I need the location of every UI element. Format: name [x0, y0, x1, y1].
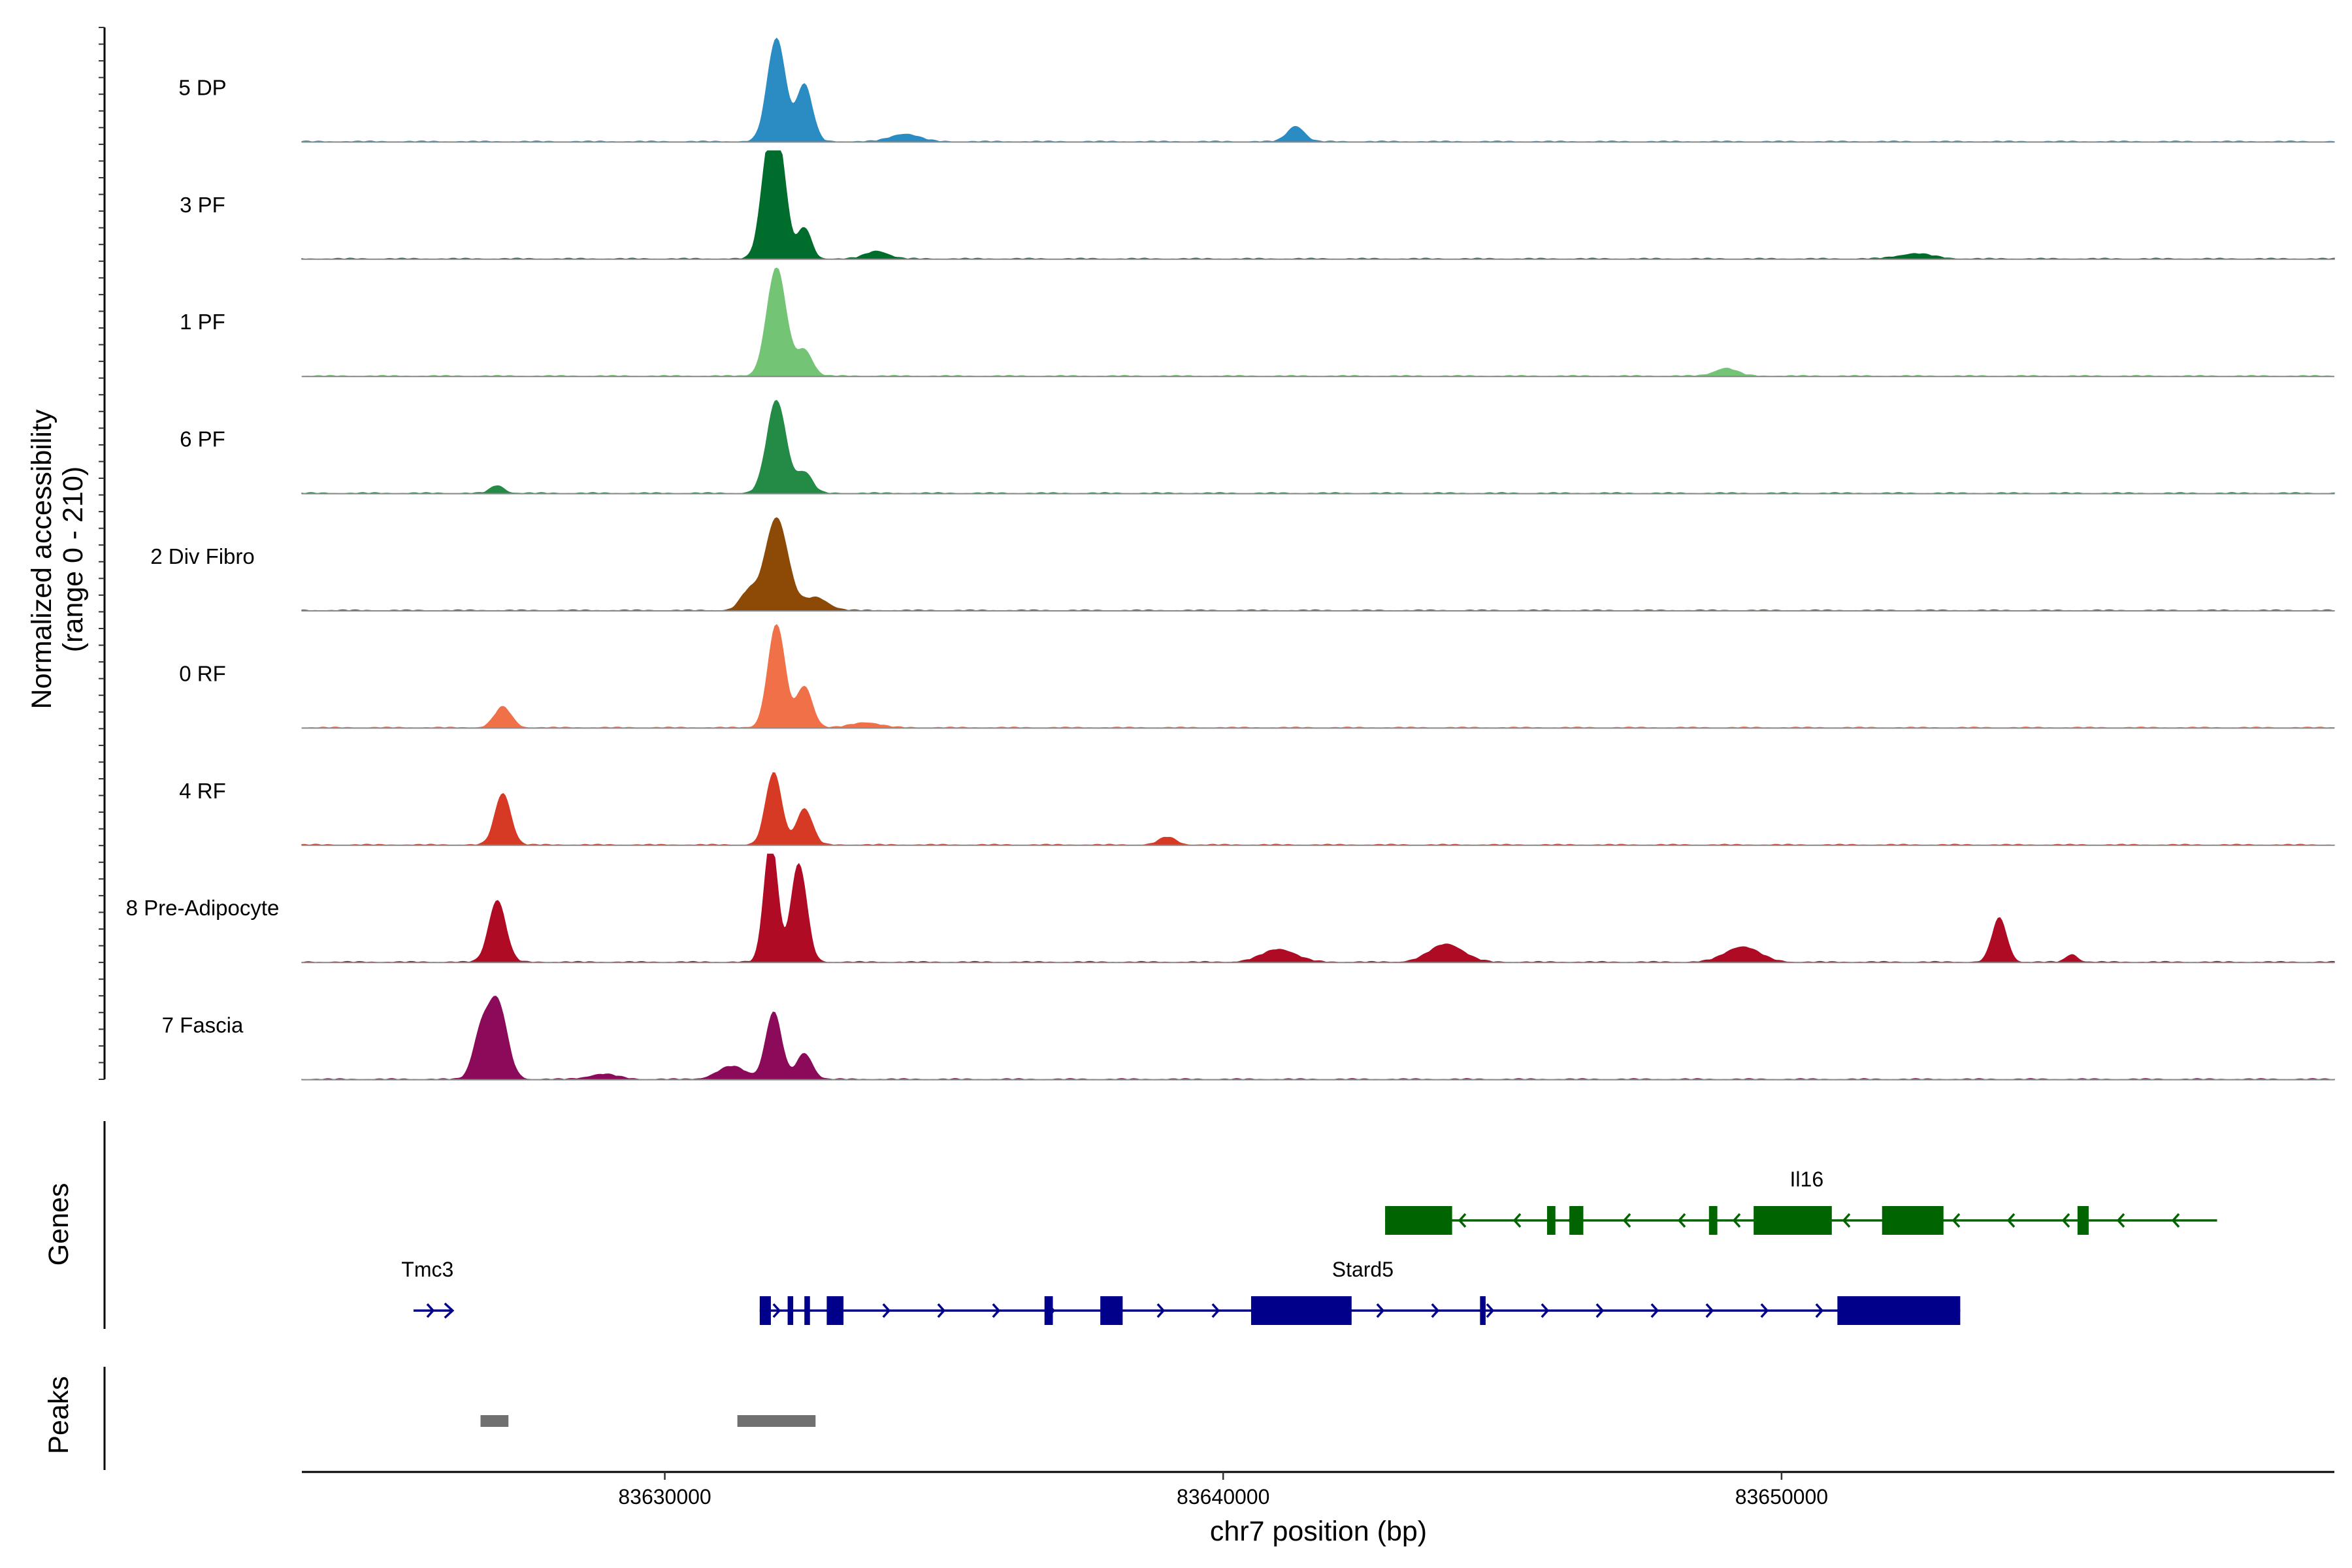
- track-3-pf: 3 PF: [180, 150, 2335, 260]
- track-label: 5 DP: [178, 75, 226, 99]
- track-label: 8 Pre-Adipocyte: [126, 896, 280, 920]
- strand-arrow: [444, 1302, 455, 1319]
- y-axis: [99, 27, 106, 1080]
- strand-arrow: [1622, 1213, 1631, 1228]
- gene-il16: Il16: [1385, 1168, 2217, 1235]
- gene-exon: [2077, 1206, 2089, 1235]
- gene-exon: [1882, 1206, 1944, 1235]
- coverage-area: [301, 517, 2335, 612]
- gene-exon: [1708, 1206, 1718, 1235]
- track-7-fascia: 7 Fascia: [162, 996, 2335, 1081]
- peaks-panel-label: Peaks: [43, 1376, 74, 1454]
- gene-exon: [1100, 1296, 1123, 1325]
- gene-exon: [1250, 1296, 1352, 1325]
- coverage-tracks: 5 DP 3 PF 1 PF 6 PF 2 Div Fibro 0 RF 4 RF 8 Pre…: [126, 37, 2335, 1081]
- strand-arrow: [1732, 1213, 1741, 1228]
- track-0-rf: 0 RF: [179, 624, 2335, 729]
- gene-exon: [1385, 1206, 1452, 1235]
- strand-arrow: [1595, 1303, 1605, 1318]
- track-label: 7 Fascia: [162, 1013, 244, 1037]
- strand-arrow: [1512, 1213, 1522, 1228]
- strand-arrow: [2171, 1213, 2180, 1228]
- coverage-area: [301, 772, 2335, 846]
- strand-arrow: [1541, 1303, 1550, 1318]
- strand-arrow: [1677, 1213, 1686, 1228]
- strand-arrow: [1842, 1213, 1851, 1228]
- gene-tmc3: Tmc3: [401, 1258, 455, 1319]
- gene-exon: [1569, 1206, 1584, 1235]
- coverage-area: [301, 996, 2335, 1081]
- gene-exon: [804, 1296, 810, 1325]
- gene-exon: [1754, 1206, 1832, 1235]
- strand-arrow: [1760, 1303, 1769, 1318]
- x-tick-label: 83650000: [1735, 1485, 1828, 1509]
- gene-exon: [826, 1296, 844, 1325]
- peaks-panel: [103, 1367, 816, 1470]
- track-label: 2 Div Fibro: [150, 544, 255, 568]
- gene-exon: [1546, 1206, 1556, 1235]
- track-label: 1 PF: [180, 310, 225, 334]
- x-axis-title: chr7 position (bp): [1210, 1516, 1427, 1547]
- peak-region: [480, 1415, 509, 1427]
- coverage-area: [301, 267, 2335, 377]
- gene-exon: [787, 1296, 794, 1325]
- track-8-pre-adipocyte: 8 Pre-Adipocyte: [126, 853, 2335, 964]
- strand-arrow: [2006, 1213, 2016, 1228]
- track-label: 4 RF: [179, 779, 226, 803]
- track-4-rf: 4 RF: [179, 772, 2335, 846]
- x-axis: 83630000 83640000 83650000: [302, 1471, 2334, 1509]
- gene-label: Stard5: [1332, 1258, 1394, 1281]
- strand-arrow: [1952, 1213, 1961, 1228]
- strand-arrow: [1486, 1303, 1495, 1318]
- coverage-area: [301, 150, 2335, 260]
- gene-label: Tmc3: [401, 1258, 453, 1281]
- strand-arrow: [1815, 1303, 1824, 1318]
- strand-arrow: [1705, 1303, 1714, 1318]
- strand-arrow: [1376, 1303, 1385, 1318]
- strand-arrow: [772, 1303, 781, 1318]
- strand-arrow: [426, 1303, 435, 1318]
- track-6-pf: 6 PF: [180, 400, 2335, 495]
- track-2-div-fibro: 2 Div Fibro: [150, 517, 2335, 612]
- gene-stard5: Stard5: [759, 1258, 1961, 1325]
- strand-arrow: [882, 1303, 891, 1318]
- genes-panel: Il16 Stard5 Tmc3: [103, 1121, 2217, 1329]
- gene-exon: [1837, 1296, 1961, 1325]
- track-5-dp: 5 DP: [178, 37, 2335, 143]
- coverage-area: [301, 37, 2335, 143]
- strand-arrow: [1156, 1303, 1166, 1318]
- gene-exon: [1480, 1296, 1486, 1325]
- gene-label: Il16: [1790, 1168, 1824, 1191]
- y-axis-range-title: (range 0 - 210): [57, 466, 89, 652]
- x-tick-label: 83630000: [618, 1485, 711, 1509]
- strand-arrow: [2116, 1213, 2125, 1228]
- x-tick-label: 83640000: [1177, 1485, 1269, 1509]
- track-label: 6 PF: [180, 427, 225, 451]
- track-label: 0 RF: [179, 661, 226, 685]
- coverage-area: [301, 624, 2335, 729]
- coverage-area: [301, 853, 2335, 963]
- peak-region: [737, 1415, 816, 1427]
- strand-arrow: [1458, 1213, 1467, 1228]
- coverage-area: [301, 400, 2335, 495]
- strand-arrow: [1211, 1303, 1220, 1318]
- gene-exon: [1044, 1296, 1053, 1325]
- track-1-pf: 1 PF: [180, 267, 2335, 378]
- strand-arrow: [2061, 1213, 2070, 1228]
- track-label: 3 PF: [180, 193, 225, 217]
- genes-panel-label: Genes: [43, 1183, 74, 1266]
- strand-arrow: [1650, 1303, 1659, 1318]
- gene-exon: [759, 1296, 771, 1325]
- strand-arrow: [1431, 1303, 1440, 1318]
- y-axis-title: Normalized accessibility: [26, 409, 57, 709]
- strand-arrow: [937, 1303, 946, 1318]
- strand-arrow: [992, 1303, 1001, 1318]
